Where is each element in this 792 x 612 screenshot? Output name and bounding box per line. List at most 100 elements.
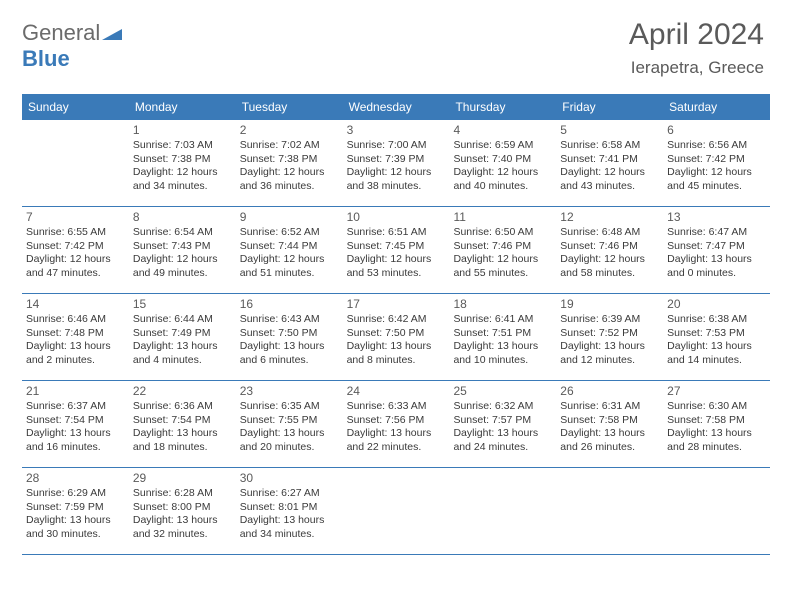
sunset-line: Sunset: 7:46 PM	[453, 240, 552, 254]
day-number: 24	[347, 384, 446, 398]
sunrise-line: Sunrise: 6:58 AM	[560, 139, 659, 153]
day-number: 21	[26, 384, 125, 398]
day-cell: 22 Sunrise: 6:36 AMSunset: 7:54 PMDayligh…	[129, 381, 236, 467]
day-number: 3	[347, 123, 446, 137]
sunset-line: Sunset: 7:58 PM	[560, 414, 659, 428]
sunrise-line: Sunrise: 6:36 AM	[133, 400, 232, 414]
sunset-line: Sunset: 7:48 PM	[26, 327, 125, 341]
sunset-line: Sunset: 7:42 PM	[667, 153, 766, 167]
daylight-line: Daylight: 13 hours and 28 minutes.	[667, 427, 766, 454]
daylight-line: Daylight: 12 hours and 47 minutes.	[26, 253, 125, 280]
day-cell	[449, 468, 556, 554]
week-row: 7Sunrise: 6:55 AMSunset: 7:42 PMDaylight…	[22, 207, 770, 294]
sunrise-line: Sunrise: 6:37 AM	[26, 400, 125, 414]
sunset-line: Sunset: 7:54 PM	[26, 414, 125, 428]
day-cell: 2Sunrise: 7:02 AMSunset: 7:38 PMDaylight…	[236, 120, 343, 206]
sunrise-line: Sunrise: 6:48 AM	[560, 226, 659, 240]
sunrise-line: Sunrise: 6:44 AM	[133, 313, 232, 327]
day-number: 6	[667, 123, 766, 137]
daylight-line: Daylight: 12 hours and 49 minutes.	[133, 253, 232, 280]
day-cell: 18 Sunrise: 6:41 AMSunset: 7:51 PMDayligh…	[449, 294, 556, 380]
sunset-line: Sunset: 7:59 PM	[26, 501, 125, 515]
week-row: 21Sunrise: 6:37 AMSunset: 7:54 PMDayligh…	[22, 381, 770, 468]
sunrise-line: Sunrise: 6:32 AM	[453, 400, 552, 414]
day-number: 5	[560, 123, 659, 137]
sunset-line: Sunset: 7:51 PM	[453, 327, 552, 341]
daylight-line: Daylight: 13 hours and 10 minutes.	[453, 340, 552, 367]
day-cell: 16Sunrise: 6:43 AMSunset: 7:50 PMDayligh…	[236, 294, 343, 380]
logo-text: GeneralBlue	[22, 20, 122, 72]
sunrise-line: Sunrise: 6:43 AM	[240, 313, 339, 327]
daylight-line: Daylight: 12 hours and 51 minutes.	[240, 253, 339, 280]
day-header-cell: Sunday	[22, 94, 129, 120]
day-cell: 5Sunrise: 6:58 AMSunset: 7:41 PMDaylight…	[556, 120, 663, 206]
daylight-line: Daylight: 12 hours and 53 minutes.	[347, 253, 446, 280]
daylight-line: Daylight: 13 hours and 8 minutes.	[347, 340, 446, 367]
week-row: 1Sunrise: 7:03 AMSunset: 7:38 PMDaylight…	[22, 120, 770, 207]
sunrise-line: Sunrise: 7:02 AM	[240, 139, 339, 153]
daylight-line: Daylight: 12 hours and 34 minutes.	[133, 166, 232, 193]
daylight-line: Daylight: 13 hours and 26 minutes.	[560, 427, 659, 454]
sunset-line: Sunset: 7:52 PM	[560, 327, 659, 341]
day-cell: 30Sunrise: 6:27 AMSunset: 8:01 PMDayligh…	[236, 468, 343, 554]
day-number: 27	[667, 384, 766, 398]
daylight-line: Daylight: 13 hours and 6 minutes.	[240, 340, 339, 367]
sunrise-line: Sunrise: 6:31 AM	[560, 400, 659, 414]
day-cell: 27Sunrise: 6:30 AMSunset: 7:58 PMDayligh…	[663, 381, 770, 467]
daylight-line: Daylight: 12 hours and 36 minutes.	[240, 166, 339, 193]
daylight-line: Daylight: 13 hours and 30 minutes.	[26, 514, 125, 541]
daylight-line: Daylight: 13 hours and 18 minutes.	[133, 427, 232, 454]
day-cell: 4Sunrise: 6:59 AMSunset: 7:40 PMDaylight…	[449, 120, 556, 206]
day-cell	[663, 468, 770, 554]
day-cell: 15 Sunrise: 6:44 AMSunset: 7:49 PMDayligh…	[129, 294, 236, 380]
day-number: 12	[560, 210, 659, 224]
sunset-line: Sunset: 7:49 PM	[133, 327, 232, 341]
logo-word1: General	[22, 20, 100, 45]
daylight-line: Daylight: 13 hours and 4 minutes.	[133, 340, 232, 367]
sunset-line: Sunset: 7:58 PM	[667, 414, 766, 428]
day-header-cell: Tuesday	[236, 94, 343, 120]
day-header-cell: Thursday	[449, 94, 556, 120]
day-cell: 10Sunrise: 6:51 AMSunset: 7:45 PMDayligh…	[343, 207, 450, 293]
sunrise-line: Sunrise: 6:50 AM	[453, 226, 552, 240]
daylight-line: Daylight: 12 hours and 40 minutes.	[453, 166, 552, 193]
day-number: 20	[667, 297, 766, 311]
sunset-line: Sunset: 7:54 PM	[133, 414, 232, 428]
sunrise-line: Sunrise: 6:28 AM	[133, 487, 232, 501]
day-number: 9	[240, 210, 339, 224]
sunset-line: Sunset: 7:44 PM	[240, 240, 339, 254]
day-number: 15	[133, 297, 232, 311]
day-cell: 29Sunrise: 6:28 AMSunset: 8:00 PMDayligh…	[129, 468, 236, 554]
day-number: 13	[667, 210, 766, 224]
sunset-line: Sunset: 7:47 PM	[667, 240, 766, 254]
sunrise-line: Sunrise: 6:41 AM	[453, 313, 552, 327]
day-number: 10	[347, 210, 446, 224]
calendar: SundayMondayTuesdayWednesdayThursdayFrid…	[22, 94, 770, 555]
sunrise-line: Sunrise: 6:38 AM	[667, 313, 766, 327]
day-number: 30	[240, 471, 339, 485]
day-number: 19	[560, 297, 659, 311]
sunrise-line: Sunrise: 6:51 AM	[347, 226, 446, 240]
sunset-line: Sunset: 7:56 PM	[347, 414, 446, 428]
daylight-line: Daylight: 12 hours and 43 minutes.	[560, 166, 659, 193]
sunset-line: Sunset: 8:01 PM	[240, 501, 339, 515]
day-number: 16	[240, 297, 339, 311]
day-number: 18	[453, 297, 552, 311]
logo-triangle-icon	[102, 20, 122, 46]
sunset-line: Sunset: 7:53 PM	[667, 327, 766, 341]
day-cell: 20Sunrise: 6:38 AMSunset: 7:53 PMDayligh…	[663, 294, 770, 380]
day-cell: 1Sunrise: 7:03 AMSunset: 7:38 PMDaylight…	[129, 120, 236, 206]
day-cell	[22, 120, 129, 206]
day-cell: 9Sunrise: 6:52 AMSunset: 7:44 PMDaylight…	[236, 207, 343, 293]
day-cell: 25Sunrise: 6:32 AMSunset: 7:57 PMDayligh…	[449, 381, 556, 467]
logo-word2: Blue	[22, 46, 70, 71]
day-number: 28	[26, 471, 125, 485]
day-cell	[343, 468, 450, 554]
day-cell: 8Sunrise: 6:54 AMSunset: 7:43 PMDaylight…	[129, 207, 236, 293]
day-cell: 21Sunrise: 6:37 AMSunset: 7:54 PMDayligh…	[22, 381, 129, 467]
day-cell: 13Sunrise: 6:47 AMSunset: 7:47 PMDayligh…	[663, 207, 770, 293]
daylight-line: Daylight: 12 hours and 38 minutes.	[347, 166, 446, 193]
day-number: 22	[133, 384, 232, 398]
day-cell: 24Sunrise: 6:33 AMSunset: 7:56 PMDayligh…	[343, 381, 450, 467]
day-number: 26	[560, 384, 659, 398]
